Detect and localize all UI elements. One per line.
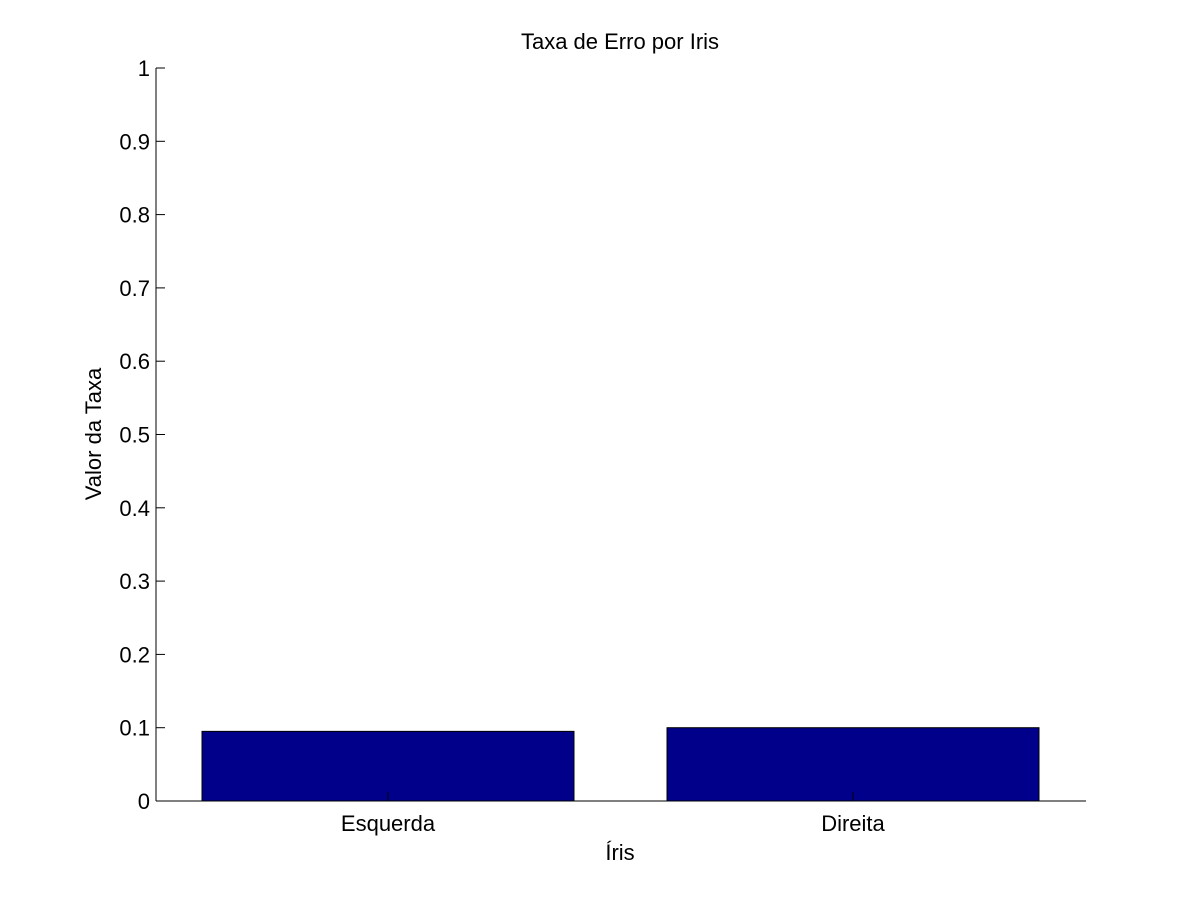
y-tick-label: 0.2 [119, 642, 150, 667]
y-ticks-group: 0 0.1 0.2 0.3 0.4 0.5 0.6 0.7 0.8 0.9 1 [119, 56, 165, 814]
y-axis-label: Valor da Taxa [81, 367, 106, 500]
y-tick-label: 0.9 [119, 129, 150, 154]
chart-title: Taxa de Erro por Iris [521, 29, 719, 54]
y-tick-label: 0.7 [119, 276, 150, 301]
y-tick-label: 0.6 [119, 349, 150, 374]
y-tick-label: 0.8 [119, 203, 150, 228]
x-ticks-group: Esquerda Direita [341, 792, 886, 836]
y-tick-label: 0.5 [119, 423, 150, 448]
y-tick-label: 0.1 [119, 716, 150, 741]
x-tick-label: Direita [821, 811, 885, 836]
y-tick-label: 0.4 [119, 496, 150, 521]
x-tick-label: Esquerda [341, 811, 436, 836]
bars-group [201, 727, 1040, 802]
y-tick-label: 1 [138, 56, 150, 81]
x-axis-label: Íris [605, 840, 634, 865]
bar-direita [666, 727, 1040, 802]
y-tick-label: 0.3 [119, 569, 150, 594]
y-tick-label: 0 [138, 789, 150, 814]
bar-esquerda [201, 730, 575, 802]
